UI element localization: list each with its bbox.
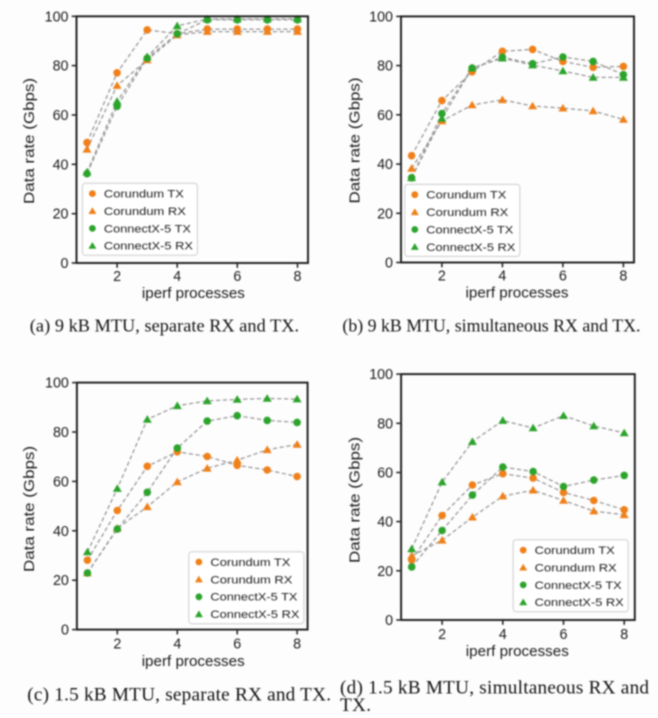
- svg-text:Corundum RX: Corundum RX: [104, 206, 186, 218]
- svg-text:ConnectX-5 TX: ConnectX-5 TX: [535, 580, 622, 592]
- svg-text:Corundum TX: Corundum TX: [535, 545, 615, 557]
- svg-text:Corundum TX: Corundum TX: [426, 190, 506, 202]
- svg-text:100: 100: [45, 9, 69, 25]
- svg-text:8: 8: [620, 627, 628, 643]
- svg-text:20: 20: [53, 573, 69, 589]
- svg-text:0: 0: [61, 256, 69, 272]
- svg-text:ConnectX-5 RX: ConnectX-5 RX: [104, 241, 193, 253]
- svg-text:Corundum TX: Corundum TX: [210, 557, 290, 569]
- svg-text:0: 0: [61, 623, 69, 639]
- svg-text:2: 2: [438, 627, 446, 643]
- svg-text:40: 40: [53, 524, 69, 540]
- svg-text:40: 40: [377, 157, 393, 173]
- svg-text:60: 60: [377, 108, 393, 124]
- svg-text:20: 20: [377, 206, 393, 222]
- svg-text:6: 6: [233, 637, 241, 653]
- svg-text:ConnectX-5 TX: ConnectX-5 TX: [210, 592, 297, 604]
- svg-text:60: 60: [377, 466, 393, 482]
- svg-text:4: 4: [499, 627, 507, 643]
- svg-text:TX.: TX.: [340, 695, 371, 716]
- svg-text:40: 40: [53, 157, 69, 173]
- svg-text:100: 100: [369, 9, 393, 25]
- svg-text:100: 100: [45, 376, 69, 392]
- svg-text:100: 100: [369, 367, 393, 383]
- svg-text:60: 60: [53, 474, 69, 490]
- svg-text:2: 2: [113, 637, 121, 653]
- svg-text:ConnectX-5 TX: ConnectX-5 TX: [104, 223, 191, 235]
- svg-text:6: 6: [233, 269, 241, 285]
- svg-text:iperf processes: iperf processes: [142, 653, 245, 670]
- svg-text:20: 20: [377, 564, 393, 580]
- svg-text:80: 80: [377, 59, 393, 75]
- svg-text:6: 6: [559, 269, 567, 285]
- svg-text:4: 4: [498, 269, 506, 285]
- svg-text:Data rate (Gbps): Data rate (Gbps): [347, 78, 364, 204]
- svg-text:2: 2: [113, 269, 121, 285]
- svg-text:4: 4: [173, 269, 181, 285]
- svg-text:Corundum TX: Corundum TX: [104, 189, 184, 201]
- svg-text:80: 80: [377, 416, 393, 432]
- svg-text:Corundum RX: Corundum RX: [535, 562, 617, 574]
- svg-text:iperf processes: iperf processes: [466, 643, 569, 660]
- svg-text:iperf processes: iperf processes: [466, 285, 569, 302]
- svg-text:0: 0: [385, 613, 393, 629]
- svg-text:Corundum RX: Corundum RX: [210, 574, 292, 586]
- svg-text:(b) 9 kB MTU, simultaneous RX: (b) 9 kB MTU, simultaneous RX and TX.: [342, 315, 640, 336]
- svg-text:ConnectX-5 RX: ConnectX-5 RX: [210, 609, 299, 621]
- svg-text:ConnectX-5 RX: ConnectX-5 RX: [426, 242, 515, 254]
- svg-text:Corundum RX: Corundum RX: [426, 207, 508, 219]
- svg-text:ConnectX-5 TX: ConnectX-5 TX: [426, 224, 513, 236]
- svg-text:8: 8: [294, 269, 302, 285]
- svg-text:60: 60: [53, 108, 69, 124]
- svg-text:(d) 1.5 kB MTU, simultaneous R: (d) 1.5 kB MTU, simultaneous RX and: [340, 678, 649, 699]
- svg-text:40: 40: [377, 515, 393, 531]
- svg-text:Data rate (Gbps): Data rate (Gbps): [21, 446, 38, 572]
- svg-text:0: 0: [385, 256, 393, 272]
- svg-text:20: 20: [53, 207, 69, 223]
- svg-text:80: 80: [53, 59, 69, 75]
- svg-text:6: 6: [560, 627, 568, 643]
- svg-text:4: 4: [173, 637, 181, 653]
- svg-text:2: 2: [438, 269, 446, 285]
- svg-text:8: 8: [619, 269, 627, 285]
- svg-text:8: 8: [293, 637, 301, 653]
- svg-text:(a) 9 kB MTU, separate RX and: (a) 9 kB MTU, separate RX and TX.: [30, 315, 299, 336]
- svg-text:80: 80: [53, 425, 69, 441]
- svg-text:iperf processes: iperf processes: [142, 285, 245, 302]
- svg-text:Data rate (Gbps): Data rate (Gbps): [347, 437, 364, 563]
- svg-text:ConnectX-5 RX: ConnectX-5 RX: [535, 597, 624, 609]
- svg-text:(c) 1.5 kB MTU, separate RX an: (c) 1.5 kB MTU, separate RX and TX.: [27, 684, 331, 705]
- svg-text:Data rate (Gbps): Data rate (Gbps): [21, 78, 38, 204]
